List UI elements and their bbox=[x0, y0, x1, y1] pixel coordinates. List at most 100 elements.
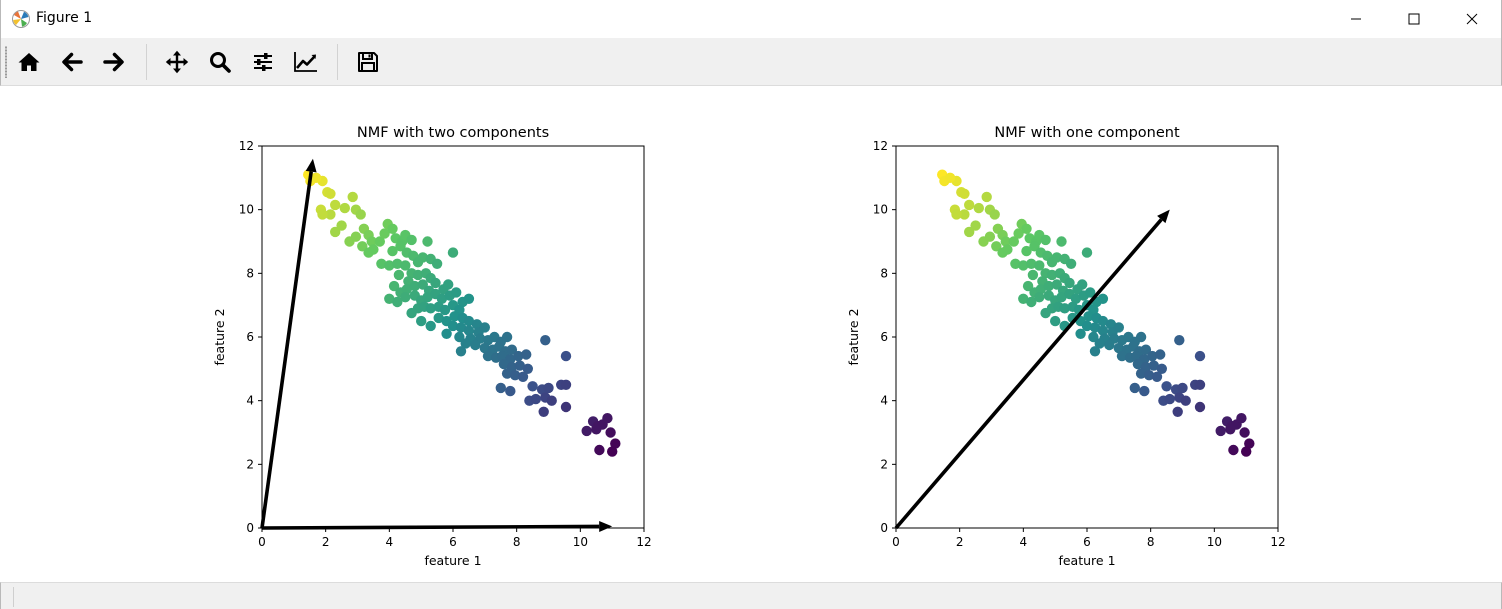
data-point bbox=[388, 280, 400, 292]
data-point bbox=[310, 172, 322, 183]
data-point bbox=[417, 279, 428, 290]
y-tick-label: 6 bbox=[880, 330, 888, 344]
x-tick-label: 0 bbox=[258, 535, 266, 549]
data-point bbox=[497, 350, 508, 362]
data-point bbox=[505, 385, 516, 397]
data-point bbox=[1113, 342, 1125, 354]
save-button[interactable] bbox=[353, 47, 383, 77]
data-point bbox=[1244, 438, 1255, 449]
data-point bbox=[471, 319, 483, 330]
data-point bbox=[970, 220, 981, 231]
data-point bbox=[1129, 382, 1141, 394]
data-point bbox=[454, 331, 465, 343]
data-point bbox=[422, 292, 433, 303]
data-point bbox=[443, 279, 454, 290]
data-point bbox=[1034, 260, 1045, 271]
home-button[interactable] bbox=[14, 47, 44, 77]
data-point bbox=[1177, 382, 1188, 394]
back-button[interactable] bbox=[57, 47, 87, 77]
data-point bbox=[989, 209, 1000, 220]
data-point bbox=[330, 199, 341, 211]
x-tick-label: 4 bbox=[386, 535, 394, 549]
data-point bbox=[416, 315, 427, 327]
data-point bbox=[463, 293, 475, 304]
toolbar-separator bbox=[146, 44, 147, 80]
data-point bbox=[1131, 350, 1142, 362]
data-point bbox=[1194, 350, 1206, 362]
x-tick-label: 8 bbox=[513, 535, 521, 549]
data-point bbox=[441, 328, 452, 339]
data-point bbox=[325, 188, 336, 199]
data-point bbox=[1077, 279, 1088, 290]
data-point bbox=[1035, 284, 1047, 295]
data-point bbox=[339, 202, 350, 214]
zoom-button[interactable] bbox=[205, 47, 235, 77]
data-point bbox=[498, 358, 510, 370]
data-point bbox=[610, 438, 621, 449]
data-point bbox=[1097, 293, 1109, 304]
data-point bbox=[1116, 350, 1128, 362]
data-point bbox=[1070, 293, 1082, 304]
pan-button[interactable] bbox=[162, 47, 192, 77]
data-point bbox=[387, 245, 398, 257]
data-point bbox=[368, 244, 379, 255]
data-point bbox=[355, 209, 366, 220]
data-point bbox=[400, 292, 411, 303]
data-point bbox=[964, 226, 975, 238]
data-point bbox=[1174, 335, 1185, 346]
data-point bbox=[1097, 325, 1109, 336]
y-tick-label: 6 bbox=[246, 330, 254, 344]
configure-subplots-button[interactable] bbox=[248, 47, 278, 77]
x-axis-label: feature 1 bbox=[1058, 553, 1115, 568]
data-point bbox=[366, 236, 377, 247]
x-tick-label: 6 bbox=[1083, 535, 1091, 549]
data-point bbox=[560, 350, 572, 362]
title-bar: Figure 1 bbox=[0, 0, 1502, 38]
data-point bbox=[560, 401, 572, 413]
move-icon bbox=[165, 50, 189, 74]
data-point bbox=[376, 258, 387, 269]
data-point bbox=[521, 349, 532, 360]
data-point bbox=[1139, 385, 1150, 397]
data-point bbox=[479, 322, 490, 333]
data-point bbox=[455, 346, 467, 357]
data-point bbox=[336, 220, 347, 231]
status-divider bbox=[13, 587, 14, 607]
matplotlib-logo-icon bbox=[12, 10, 30, 28]
data-point bbox=[581, 425, 592, 437]
component-arrowhead bbox=[1157, 209, 1170, 224]
data-point bbox=[1143, 370, 1155, 381]
data-point bbox=[384, 260, 395, 271]
figure-canvas[interactable]: 0 2 4 6 8 10 12 0 2 4 6 8 10 12 NMF with two component… bbox=[0, 86, 1502, 582]
minimize-icon bbox=[1351, 18, 1361, 20]
data-point bbox=[1094, 338, 1105, 349]
data-point bbox=[347, 191, 358, 203]
data-point bbox=[605, 427, 616, 438]
toolbar-grip[interactable] bbox=[5, 46, 7, 78]
x-tick-label: 10 bbox=[1207, 535, 1222, 549]
x-tick-label: 2 bbox=[956, 535, 964, 549]
y-tick-label: 4 bbox=[246, 394, 254, 408]
close-icon bbox=[1466, 13, 1478, 25]
minimize-button[interactable] bbox=[1327, 0, 1385, 38]
close-button[interactable] bbox=[1443, 0, 1501, 38]
data-point bbox=[530, 393, 541, 405]
y-tick-label: 8 bbox=[880, 266, 888, 280]
x-tick-label: 4 bbox=[1020, 535, 1028, 549]
forward-button[interactable] bbox=[99, 47, 129, 77]
data-point bbox=[1135, 331, 1147, 343]
data-point bbox=[422, 236, 433, 247]
maximize-button[interactable] bbox=[1385, 0, 1443, 38]
data-point bbox=[1161, 381, 1172, 392]
data-point bbox=[417, 252, 428, 263]
x-axis-label: feature 1 bbox=[424, 553, 481, 568]
x-tick-label: 6 bbox=[449, 535, 457, 549]
edit-axis-button[interactable] bbox=[291, 47, 321, 77]
data-point bbox=[1085, 287, 1096, 298]
data-point bbox=[1022, 280, 1034, 292]
data-point bbox=[1225, 424, 1236, 435]
data-point bbox=[460, 338, 471, 349]
data-point bbox=[984, 231, 996, 242]
data-point bbox=[1194, 379, 1206, 390]
data-point bbox=[1056, 292, 1067, 303]
